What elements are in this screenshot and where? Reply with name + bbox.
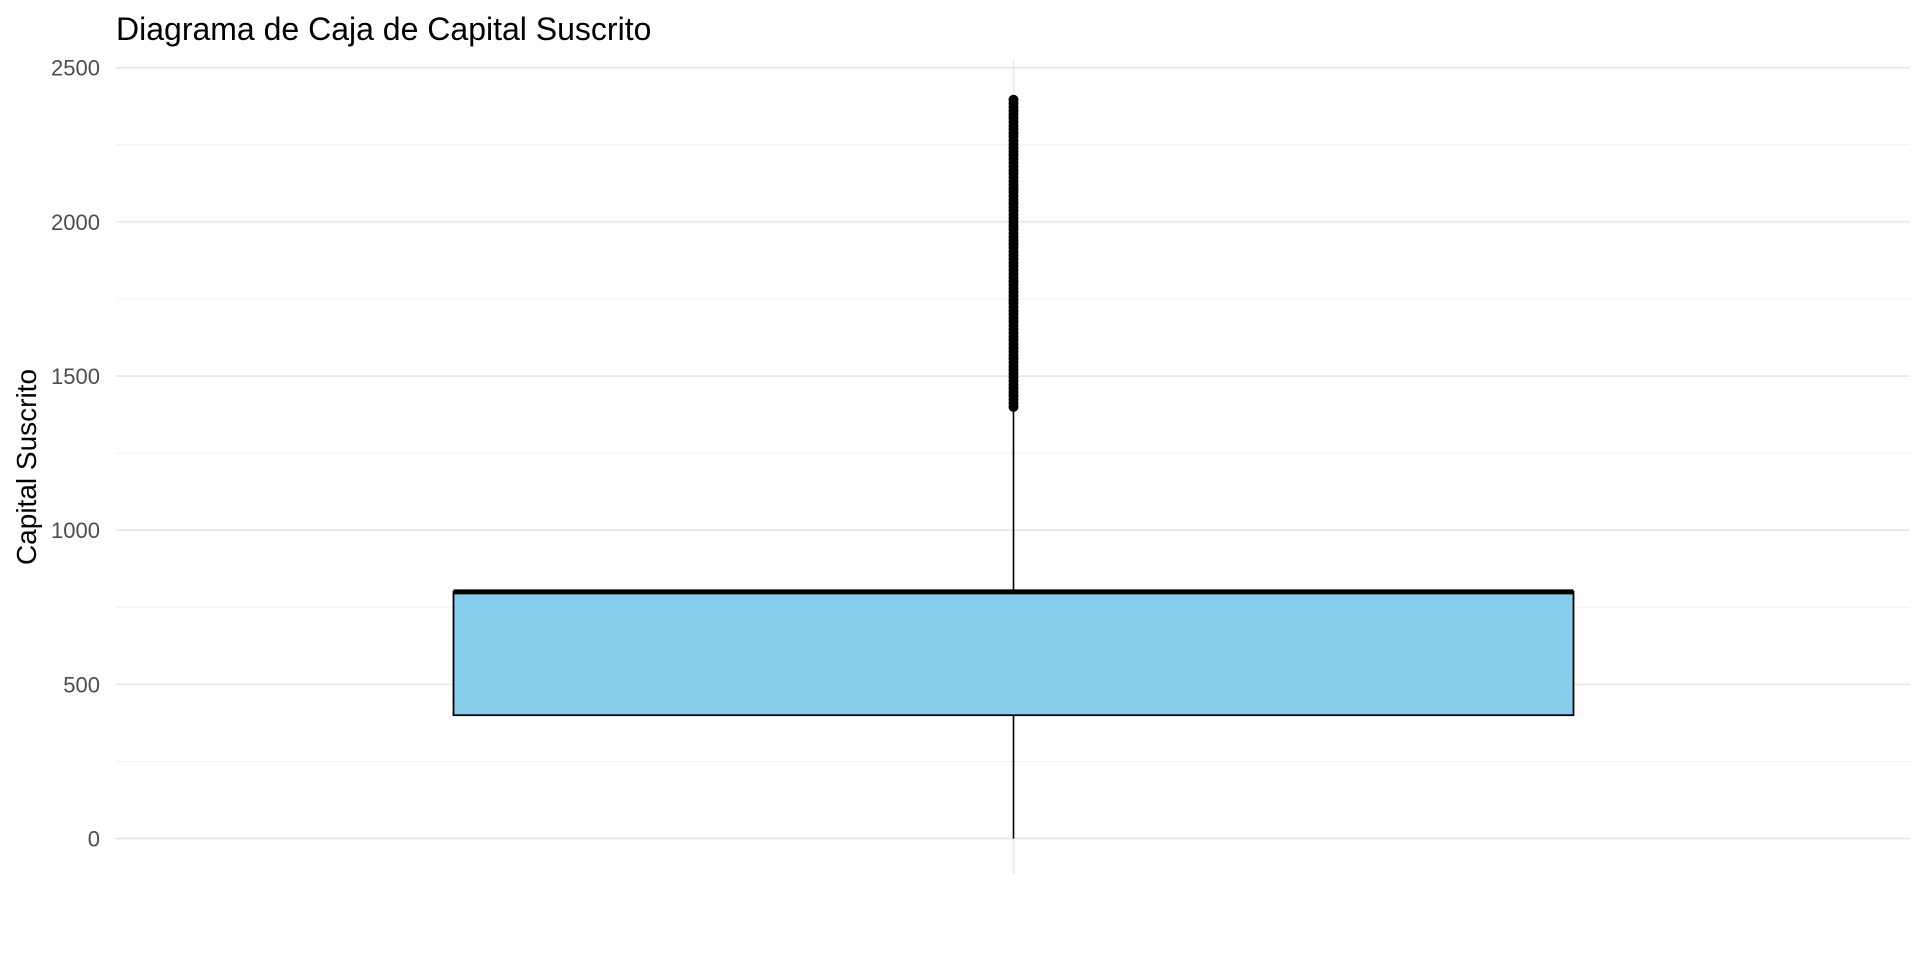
y-tick-labels: 0 500 1000 1500 2000 2500 xyxy=(51,56,100,852)
outlier-points xyxy=(1008,94,1019,412)
boxplot xyxy=(452,94,1575,839)
y-tick-label: 0 xyxy=(88,827,100,852)
box-iqr xyxy=(452,590,1575,717)
outlier-point xyxy=(1008,94,1019,105)
y-tick-label: 1000 xyxy=(51,518,100,543)
y-tick-label: 2000 xyxy=(51,210,100,235)
chart-title: Diagrama de Caja de Capital Suscrito xyxy=(116,11,651,47)
y-tick-label: 500 xyxy=(63,672,100,697)
y-tick-label: 2500 xyxy=(51,56,100,81)
y-tick-label: 1500 xyxy=(51,364,100,389)
y-axis-label: Capital Suscrito xyxy=(11,369,42,565)
